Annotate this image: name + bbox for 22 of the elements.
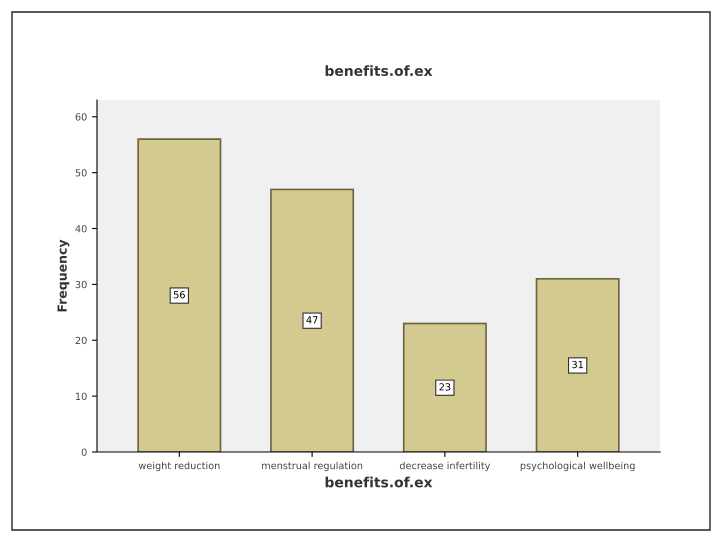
x-tick-label: weight reduction: [138, 462, 220, 472]
x-tick-label: menstrual regulation: [262, 462, 362, 472]
x-tick-label: psychological wellbeing: [520, 462, 635, 472]
bar: [137, 138, 222, 452]
y-tick-label: 30: [76, 280, 87, 288]
y-tick-label: 10: [76, 392, 87, 400]
data-label: 23: [439, 383, 450, 391]
data-label: 31: [572, 360, 583, 368]
data-label: 56: [174, 291, 185, 298]
y-tick-label: 50: [76, 169, 87, 176]
bar: [402, 322, 487, 452]
y-tick-label: 40: [75, 224, 87, 232]
data-label: 47: [306, 316, 318, 324]
x-tick-label: decrease infertility: [400, 462, 490, 472]
chart-title: benefits.of.ex: [326, 65, 432, 76]
y-axis-title: Frequency: [58, 240, 70, 312]
y-tick-label: 20: [76, 336, 87, 344]
bar: [270, 188, 354, 452]
y-tick-label: 0: [82, 448, 87, 456]
y-tick-label: 60: [76, 113, 87, 121]
bar: [536, 278, 620, 452]
x-axis-title: benefits.of.ex: [326, 476, 432, 488]
